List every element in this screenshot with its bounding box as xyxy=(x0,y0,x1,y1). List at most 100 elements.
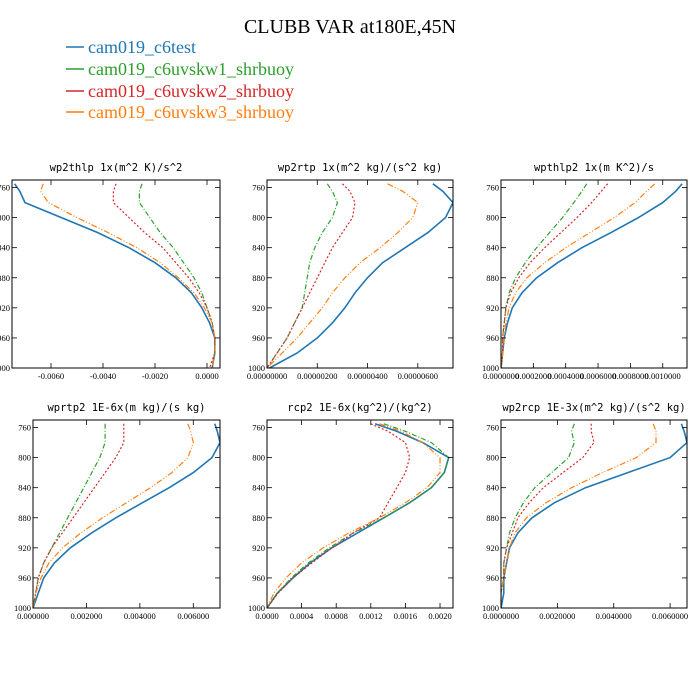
series-line xyxy=(269,183,453,368)
legend-label: cam019_c6test xyxy=(88,37,196,57)
series-line xyxy=(267,183,356,368)
y-tick-label: 920 xyxy=(486,303,499,313)
x-tick-label: 0.006000 xyxy=(177,611,209,621)
y-tick-label: 1000 xyxy=(0,363,10,373)
series-line xyxy=(138,183,216,368)
chart-panel: wp2rtp 1x(m^2 kg)/(s^2 kg) 760 800 840 880 92… xyxy=(247,162,454,381)
y-tick-label: 800 xyxy=(252,453,265,463)
x-tick-label: 0.0020 xyxy=(428,611,451,621)
plot-frame xyxy=(500,419,688,609)
series-line xyxy=(501,183,588,368)
series-line xyxy=(501,183,656,368)
series-group xyxy=(501,183,683,368)
plot-frame xyxy=(266,179,454,369)
series-line xyxy=(267,423,450,608)
y-tick-label: 800 xyxy=(486,453,499,463)
y-tick-label: 1000 xyxy=(248,603,265,613)
figure-title: CLUBB VAR at180E,45N xyxy=(244,16,456,38)
legend: cam019_c6test cam019_c6uvskw1_shrbuoy ca… xyxy=(66,37,294,122)
x-tick-label: 0.0000000 xyxy=(483,371,519,381)
x-tick-label: 0.00000400 xyxy=(347,371,387,381)
series-line xyxy=(33,423,194,608)
x-tick-label: -0.0060 xyxy=(38,371,64,381)
x-tick-label: 0.00000200 xyxy=(297,371,337,381)
y-tick-label: 840 xyxy=(486,243,499,253)
series-line xyxy=(267,423,411,608)
y-tick-label: 880 xyxy=(486,273,499,283)
legend-label: cam019_c6uvskw1_shrbuoy xyxy=(88,59,294,79)
series-line xyxy=(501,423,687,608)
series-group xyxy=(33,423,220,608)
y-tick-label: 800 xyxy=(252,213,265,223)
series-group xyxy=(13,183,216,368)
series-line xyxy=(33,423,106,608)
series-line xyxy=(267,183,339,368)
panel-title: wp2thlp 1x(m^2 K)/s^2 xyxy=(50,162,183,174)
series-group xyxy=(267,183,453,368)
y-tick-label: 760 xyxy=(252,183,265,193)
y-tick-label: 880 xyxy=(0,273,10,283)
series-line xyxy=(501,423,657,608)
y-tick-label: 760 xyxy=(18,423,31,433)
y-tick-label: 920 xyxy=(486,543,499,553)
panel-title: wprtp2 1E-6x(m kg)/(s kg) xyxy=(47,402,205,414)
x-tick-label: 0.0008 xyxy=(325,611,348,621)
x-tick-label: 0.004000 xyxy=(124,611,156,621)
y-tick-label: 840 xyxy=(252,483,265,493)
x-tick-label: 0.0006000 xyxy=(580,371,616,381)
y-tick-label: 800 xyxy=(18,453,31,463)
y-tick-label: 760 xyxy=(0,183,10,193)
plot-frame xyxy=(32,419,221,609)
y-tick-label: 880 xyxy=(252,273,265,283)
y-tick-label: 960 xyxy=(486,573,499,583)
x-tick-label: 0.0008000 xyxy=(612,371,648,381)
legend-label: cam019_c6uvskw3_shrbuoy xyxy=(88,102,294,122)
x-tick-label: 0.0040000 xyxy=(596,611,632,621)
x-tick-label: 0.0020000 xyxy=(539,611,575,621)
y-tick-label: 760 xyxy=(486,423,499,433)
panel-title: wp2rtp 1x(m^2 kg)/(s^2 kg) xyxy=(278,162,442,174)
y-tick-label: 800 xyxy=(0,213,10,223)
plot-frame xyxy=(11,179,221,369)
y-tick-label: 960 xyxy=(18,573,31,583)
series-line xyxy=(501,183,683,368)
chart-panel: rcp2 1E-6x(kg^2)/(kg^2) 760 800 840 880 920 96… xyxy=(248,402,454,621)
x-tick-label: 0.0010000 xyxy=(645,371,681,381)
y-tick-label: 1000 xyxy=(482,363,499,373)
y-tick-label: 920 xyxy=(0,303,10,313)
x-tick-label: 0.0004000 xyxy=(548,371,584,381)
x-tick-label: 0.0004 xyxy=(290,611,314,621)
panel-title: rcp2 1E-6x(kg^2)/(kg^2) xyxy=(287,402,432,414)
series-line xyxy=(267,423,450,608)
chart-panel: wp2thlp 1x(m^2 K)/s^2 760 800 840 880 920 960 1… xyxy=(0,162,221,381)
x-tick-label: 0.00000000 xyxy=(247,371,287,381)
y-tick-label: 760 xyxy=(486,183,499,193)
y-tick-label: 840 xyxy=(252,243,265,253)
series-line xyxy=(13,183,216,368)
x-tick-label: -0.0040 xyxy=(90,371,116,381)
y-tick-label: 840 xyxy=(18,483,31,493)
chart-panel: wprtp2 1E-6x(m kg)/(s kg) 760 800 840 880 920… xyxy=(14,402,221,621)
panel-title: wpthlp2 1x(m K^2)/s xyxy=(534,162,654,174)
y-tick-label: 960 xyxy=(252,333,265,343)
y-tick-label: 960 xyxy=(252,573,265,583)
y-tick-label: 760 xyxy=(252,423,265,433)
x-tick-label: 0.0016 xyxy=(394,611,417,621)
y-tick-label: 1000 xyxy=(248,363,265,373)
y-tick-label: 880 xyxy=(486,513,499,523)
y-tick-label: 960 xyxy=(486,333,499,343)
series-line xyxy=(267,183,419,368)
x-tick-label: 0.0002000 xyxy=(515,371,551,381)
x-tick-label: 0.0000 xyxy=(255,611,278,621)
series-group xyxy=(267,423,450,608)
panel-title: wp2rcp 1E-3x(m^2 kg)/(s^2 kg) xyxy=(502,402,685,414)
chart-panel: wp2rcp 1E-3x(m^2 kg)/(s^2 kg)760 800 840 88… xyxy=(482,402,688,621)
x-tick-label: 0.00000600 xyxy=(398,371,438,381)
series-line xyxy=(501,183,609,368)
y-tick-label: 1000 xyxy=(482,603,499,613)
y-tick-label: 880 xyxy=(18,513,31,523)
series-line xyxy=(33,423,125,608)
series-line xyxy=(501,423,595,608)
y-tick-label: 800 xyxy=(486,213,499,223)
x-tick-label: 0.0000 xyxy=(195,371,218,381)
